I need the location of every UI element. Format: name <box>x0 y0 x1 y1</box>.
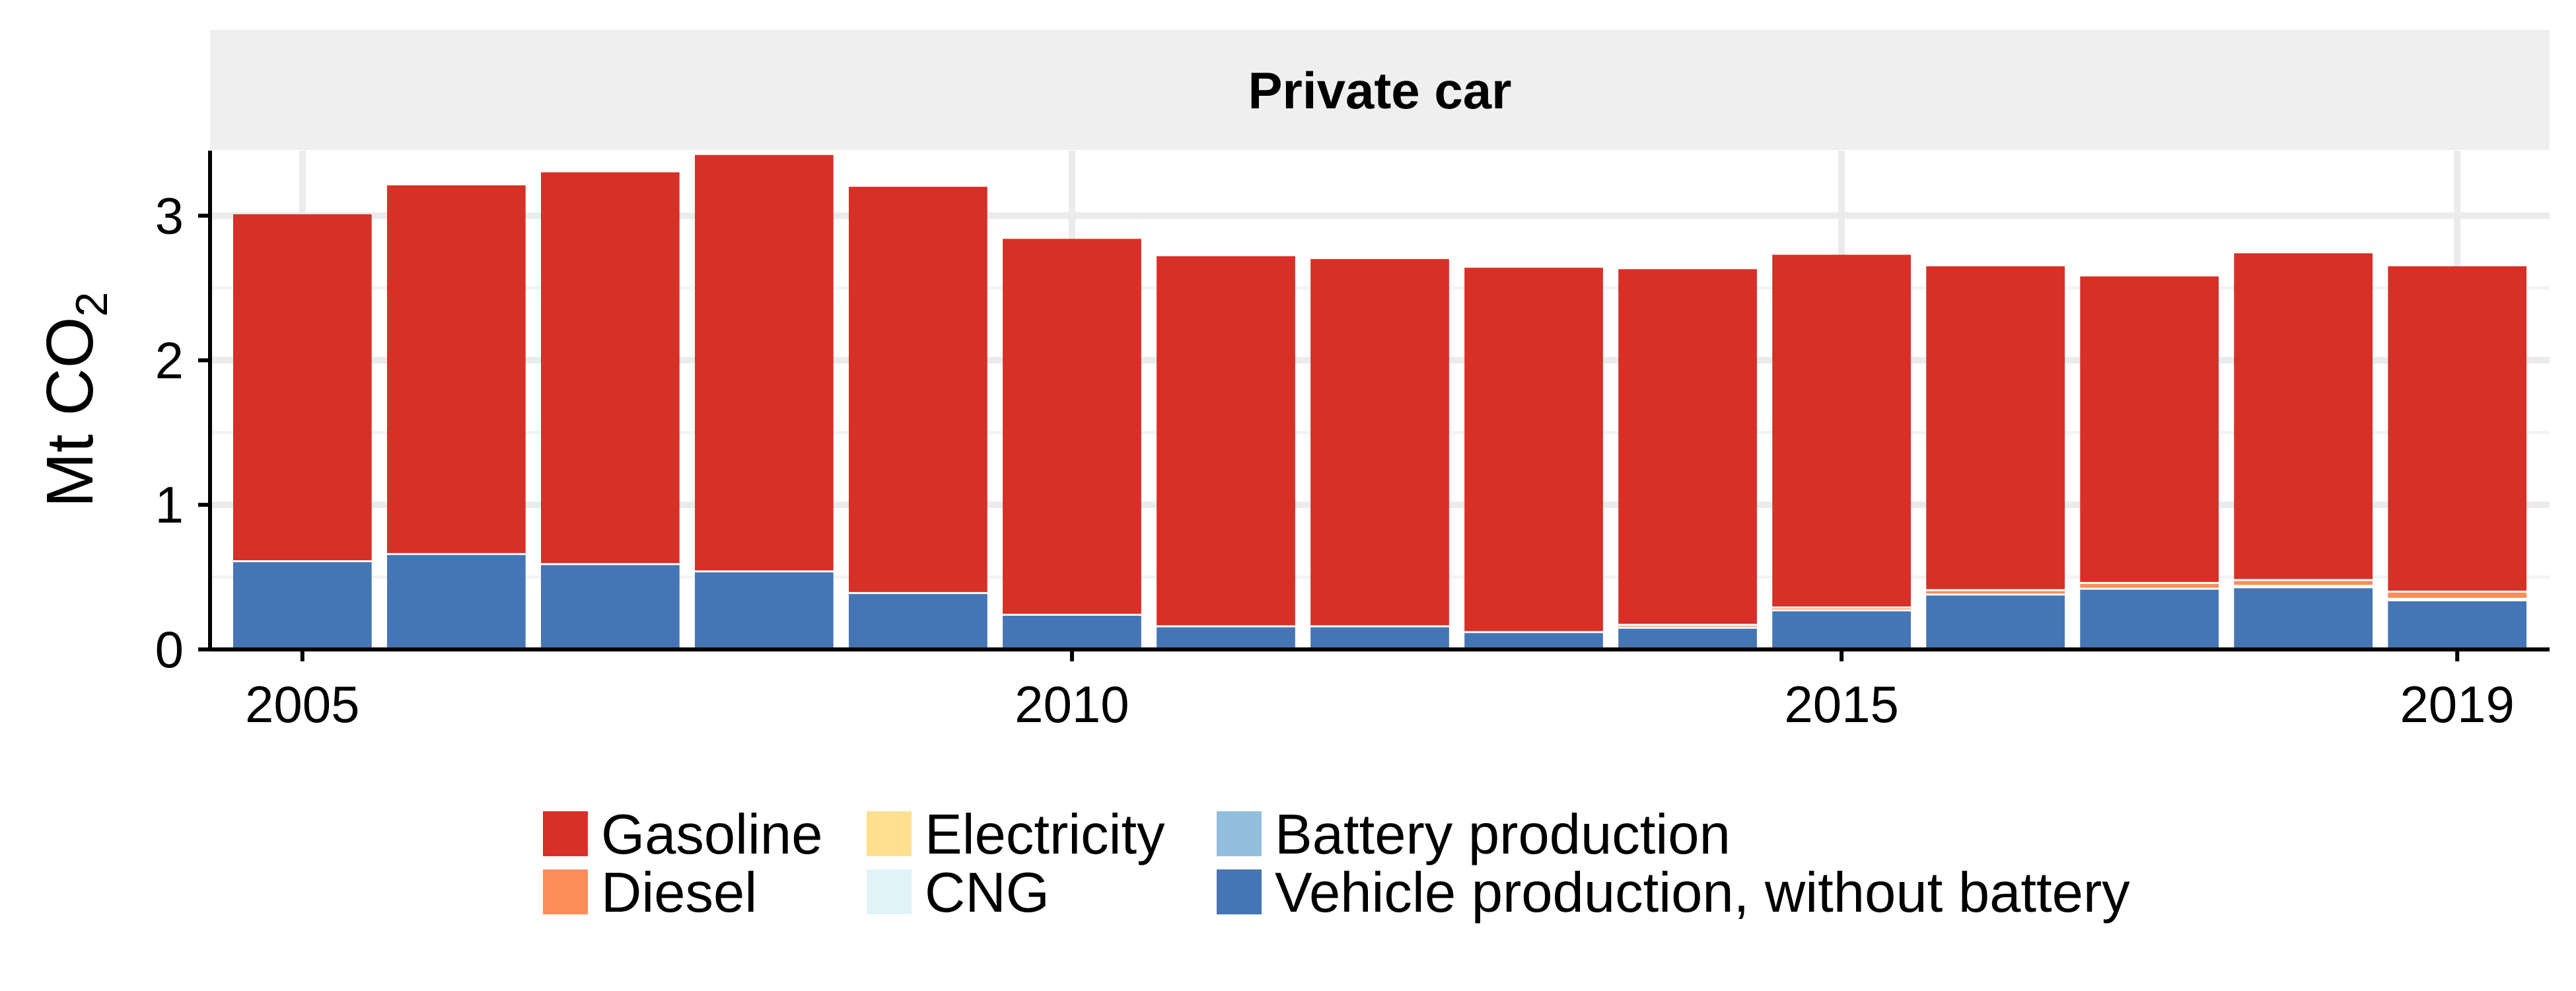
bar-segment <box>1003 239 1141 615</box>
bar-segment <box>2388 600 2527 649</box>
bar-segment <box>1772 254 1911 608</box>
legend-key <box>543 869 588 914</box>
bar-segment <box>1926 594 2065 649</box>
bar-segment <box>1618 269 1757 625</box>
bar-segment <box>1772 610 1911 649</box>
y-axis-label-main: Mt CO <box>33 316 107 507</box>
legend-label: Gasoline <box>601 803 822 866</box>
x-tick-label: 2010 <box>1015 675 1129 733</box>
bar-segment <box>1464 268 1603 632</box>
bar-segment <box>695 155 834 571</box>
x-tick-label: 2019 <box>2400 675 2515 733</box>
bar-segment <box>1618 628 1757 649</box>
legend-key <box>867 811 912 856</box>
bar-segment <box>2080 276 2219 583</box>
bar-segment <box>1157 256 1295 626</box>
bar-segment <box>1310 259 1449 626</box>
bar-segment <box>386 554 526 649</box>
bar-segment <box>1926 590 2065 595</box>
bar-segment <box>1464 632 1603 649</box>
x-ticks: 2005 2010 2015 2019 <box>245 649 2515 733</box>
legend-key <box>867 869 912 914</box>
legend-label: Diesel <box>601 862 757 924</box>
bar-segment <box>1772 607 1911 610</box>
bar-segment <box>2080 583 2219 589</box>
bar-segment <box>2388 591 2527 599</box>
bar-segment <box>1926 266 2065 591</box>
legend-key <box>1217 811 1262 856</box>
facet-strip <box>210 30 2550 150</box>
bar-segment <box>541 172 680 564</box>
legend-label: CNG <box>925 862 1050 924</box>
bar-segment <box>541 564 680 649</box>
legend-label: Battery production <box>1275 803 1731 866</box>
bar-segment <box>233 214 372 562</box>
y-axis-label-subscript: 2 <box>67 292 117 317</box>
bar-segment <box>1310 626 1449 649</box>
y-tick-label: 0 <box>155 620 184 679</box>
legend-label: Vehicle production, without battery <box>1275 862 2130 924</box>
bars <box>233 155 2527 649</box>
y-axis-label: Mt CO2 <box>33 292 117 508</box>
y-tick-label: 2 <box>155 331 184 389</box>
x-tick-label: 2005 <box>245 675 360 733</box>
bar-segment <box>2080 589 2219 649</box>
legend-key <box>543 811 588 856</box>
bar-segment <box>2234 253 2373 580</box>
bar-segment <box>1157 626 1295 649</box>
legend-label: Electricity <box>925 803 1165 866</box>
bar-segment <box>2388 266 2527 592</box>
bar-segment <box>1003 614 1141 649</box>
bar-segment <box>386 185 526 554</box>
facet-title: Private car <box>1248 61 1512 120</box>
bar-segment <box>849 186 987 593</box>
bar-segment <box>849 593 987 649</box>
bar-segment <box>2234 579 2373 586</box>
bar-segment <box>695 571 834 649</box>
y-tick-label: 3 <box>155 186 184 244</box>
y-tick-label: 1 <box>155 476 184 534</box>
bar-segment <box>233 561 372 649</box>
legend-key <box>1217 869 1262 914</box>
bar-segment <box>1618 624 1757 628</box>
bar-segment <box>2234 587 2373 649</box>
y-ticks: 0 1 2 3 <box>155 186 210 679</box>
x-tick-label: 2015 <box>1784 675 1899 733</box>
